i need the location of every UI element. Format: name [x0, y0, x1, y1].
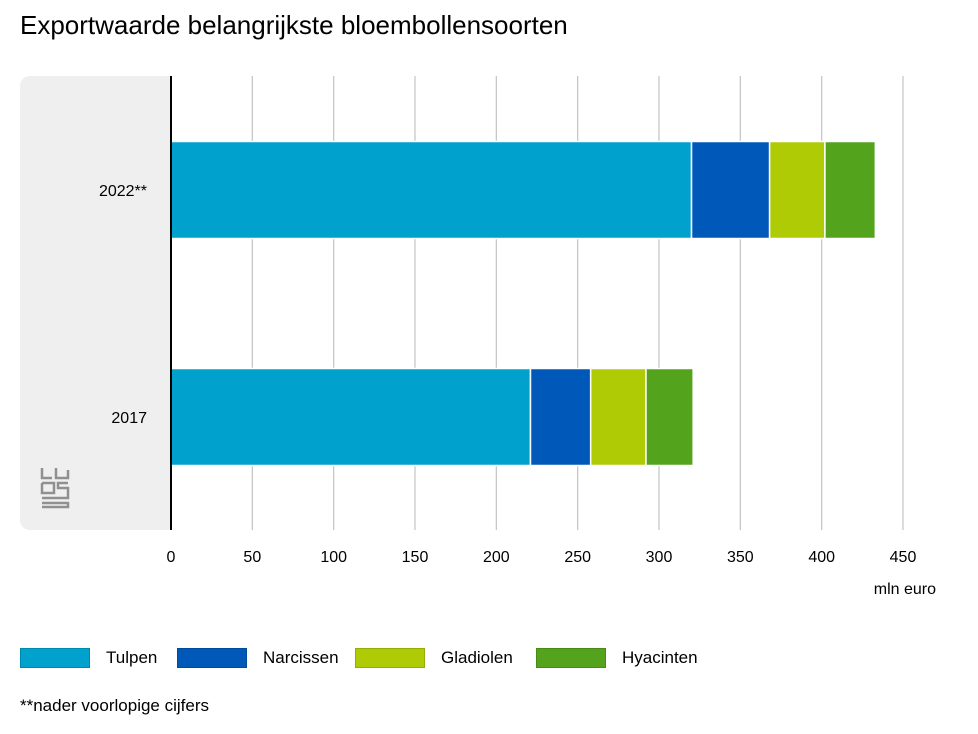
- legend-item-narcissen: Narcissen: [177, 646, 339, 670]
- legend-label: Gladiolen: [441, 648, 513, 667]
- plot-background: [20, 76, 171, 530]
- chart-title: Exportwaarde belangrijkste bloembollenso…: [20, 10, 568, 40]
- chart-area: 0 50 100 150 200 250 300 350 400 450 2022** 2017 m…: [20, 76, 936, 598]
- legend-item-gladiolen: Gladiolen: [355, 646, 513, 670]
- x-tick-label-250: 250: [564, 549, 591, 566]
- x-tick-label-350: 350: [727, 549, 754, 566]
- category-label-1: 2017: [111, 410, 147, 427]
- bar-tulpen-1: [170, 367, 532, 467]
- legend-item-tulpen: Tulpen: [20, 646, 157, 670]
- x-tick-label-100: 100: [320, 549, 347, 566]
- x-tick-label-150: 150: [402, 549, 429, 566]
- x-tick-label-450: 450: [890, 549, 917, 566]
- legend-swatch: [355, 648, 425, 668]
- cbs-logo-icon: [40, 468, 70, 509]
- legend-label: Narcissen: [263, 648, 339, 667]
- x-tick-label-300: 300: [646, 549, 673, 566]
- bar-hyacinten-0: [824, 140, 877, 240]
- category-labels: 2022** 2017: [99, 183, 147, 427]
- x-tick-label-0: 0: [167, 549, 176, 566]
- bar-gladiolen-1: [589, 367, 647, 467]
- legend-item-hyacinten: Hyacinten: [536, 646, 698, 670]
- x-tick-label-400: 400: [808, 549, 835, 566]
- legend-swatch: [20, 648, 90, 668]
- bar-tulpen-0: [170, 140, 693, 240]
- x-tick-label-50: 50: [243, 549, 261, 566]
- bars: [170, 140, 877, 467]
- legend: Tulpen Narcissen Gladiolen Hyacinten: [20, 646, 920, 670]
- legend-swatch: [536, 648, 606, 668]
- category-label-0: 2022**: [99, 183, 147, 200]
- bar-narcissen-1: [529, 367, 592, 467]
- footnote: **nader voorlopige cijfers: [20, 696, 209, 715]
- legend-label: Tulpen: [106, 648, 158, 667]
- x-axis-label: mln euro: [874, 581, 936, 598]
- bar-gladiolen-0: [768, 140, 826, 240]
- legend-label: Hyacinten: [622, 648, 698, 667]
- legend-swatch: [177, 648, 247, 668]
- x-tick-label-200: 200: [483, 549, 510, 566]
- bar-hyacinten-1: [645, 367, 694, 467]
- bar-narcissen-0: [690, 140, 771, 240]
- x-tick-labels: 0 50 100 150 200 250 300 350 400 450: [167, 549, 917, 566]
